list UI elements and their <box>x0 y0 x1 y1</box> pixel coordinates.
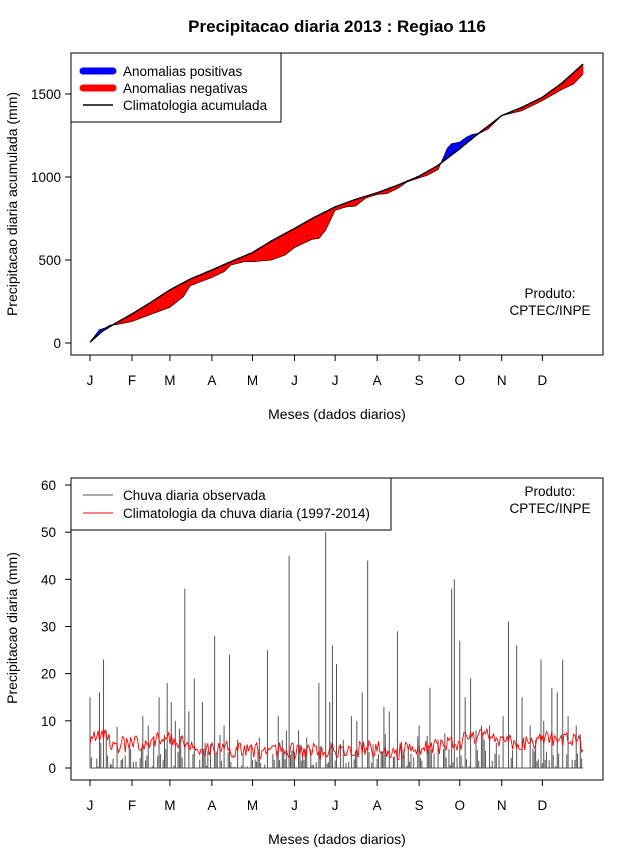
bottom-legend: Chuva diaria observada Climatologia da c… <box>70 477 392 531</box>
observed-rain-bars <box>89 532 583 768</box>
x-tick-label: A <box>373 373 382 388</box>
daily-climatology-line <box>89 728 584 761</box>
chart-title: Precipitacao diaria 2013 : Regiao 116 <box>188 17 486 36</box>
y-tick-label: 10 <box>41 714 56 729</box>
x-tick-label: M <box>164 373 175 388</box>
x-tick-label: M <box>247 373 258 388</box>
y-tick-label: 40 <box>41 572 56 587</box>
bottom-product-label-line1: Produto: <box>524 484 575 499</box>
x-tick-label: O <box>454 373 465 388</box>
legend-label-observed: Chuva diaria observada <box>123 488 266 503</box>
top-product-label-line1: Produto: <box>524 286 575 301</box>
x-tick-label: J <box>87 373 94 388</box>
x-tick-label: D <box>537 798 547 813</box>
x-tick-label: O <box>454 798 465 813</box>
bottom-y-axis-label: Precipitacao diaria (mm) <box>4 552 20 704</box>
bottom-product-label-line2: CPTEC/INPE <box>509 501 590 516</box>
x-tick-label: N <box>497 373 507 388</box>
top-y-axis-label: Precipitacao diaria acumulada (mm) <box>4 92 20 316</box>
top-anomaly-areas <box>89 63 584 343</box>
x-tick-label: F <box>128 373 136 388</box>
x-tick-label: D <box>537 373 547 388</box>
x-tick-label: J <box>332 373 339 388</box>
legend-label-negative: Anomalias negativas <box>123 81 248 96</box>
legend-label-climatology: Climatologia acumulada <box>123 98 268 113</box>
top-y-axis: 0 500 1000 1500 <box>31 87 71 351</box>
x-tick-label: A <box>207 373 216 388</box>
bottom-legend-box <box>70 477 392 531</box>
top-plot-frame <box>70 52 604 356</box>
top-legend: Anomalias positivas Anomalias negativas … <box>70 52 282 123</box>
x-tick-label: M <box>164 798 175 813</box>
x-tick-label: J <box>87 798 94 813</box>
x-tick-label: J <box>291 373 298 388</box>
x-tick-label: J <box>291 798 298 813</box>
x-tick-label: J <box>332 798 339 813</box>
x-tick-label: A <box>207 798 216 813</box>
x-tick-label: A <box>373 798 382 813</box>
legend-label-positive: Anomalias positivas <box>123 64 243 79</box>
y-tick-label: 1000 <box>31 170 61 185</box>
x-tick-label: F <box>128 798 136 813</box>
top-panel: 0 500 1000 1500 J F M A M J J A S O N D Precipitacao d… <box>4 52 604 422</box>
y-tick-label: 50 <box>41 525 56 540</box>
top-x-axis-label: Meses (dados diarios) <box>268 406 406 422</box>
x-tick-label: S <box>415 373 424 388</box>
bottom-y-axis: 0 10 20 30 40 50 60 <box>41 478 71 776</box>
y-tick-label: 30 <box>41 620 56 635</box>
y-tick-label: 1500 <box>31 87 61 102</box>
x-tick-label: N <box>497 798 507 813</box>
y-tick-label: 20 <box>41 667 56 682</box>
bottom-panel: 0 10 20 30 40 50 60 J F M A M J J A S O N D Precipitacao … <box>4 477 604 847</box>
top-product-label-line2: CPTEC/INPE <box>509 303 590 318</box>
bottom-x-axis-label: Meses (dados diarios) <box>268 831 406 847</box>
y-tick-label: 0 <box>48 761 56 776</box>
y-tick-label: 60 <box>41 478 56 493</box>
y-tick-label: 0 <box>53 336 61 351</box>
x-tick-label: M <box>247 798 258 813</box>
x-tick-label: S <box>415 798 424 813</box>
top-climatology-line <box>89 63 584 343</box>
y-tick-label: 500 <box>38 253 61 268</box>
legend-label-daily-climatology: Climatologia da chuva diaria (1997-2014) <box>123 506 370 521</box>
